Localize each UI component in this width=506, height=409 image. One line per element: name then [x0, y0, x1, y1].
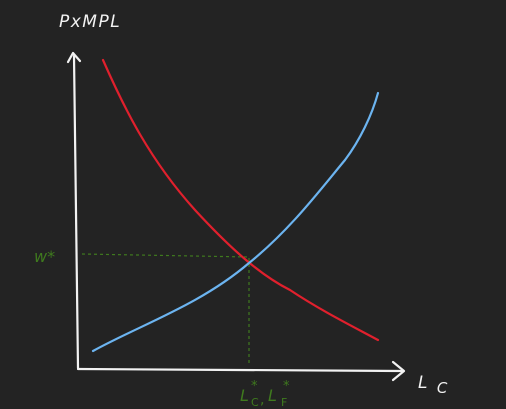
x-axis-line — [76, 367, 405, 373]
equilibrium-guides — [81, 253, 250, 363]
svg-text:L: L — [268, 386, 277, 405]
demand-curve — [101, 58, 380, 342]
x-axis-arrowhead — [391, 360, 406, 382]
y-axis-line — [72, 54, 80, 370]
equilibrium-quantity-2-subscript: F — [281, 396, 287, 409]
equilibrium-quantity-1: L — [240, 386, 249, 405]
svg-text:L: L — [240, 386, 249, 405]
wage-guide-line — [81, 253, 250, 258]
x-axis-label: L C — [418, 373, 448, 397]
svg-text:F: F — [281, 396, 287, 409]
svg-text:C: C — [251, 396, 259, 409]
y-axis-arrowhead — [66, 51, 82, 64]
equilibrium-quantity-2: L — [268, 386, 277, 405]
svg-text:*: * — [251, 379, 258, 394]
equilibrium-quantity-2-superscript: * — [283, 379, 290, 394]
svg-text:,: , — [260, 392, 264, 408]
equilibrium-quantity-1-superscript: * — [251, 379, 258, 394]
x-axis-label-main: L — [418, 373, 427, 393]
svg-text:*: * — [283, 379, 290, 394]
equilibrium-quantity-label: L * C , L * F — [240, 379, 290, 409]
supply-curve — [91, 91, 380, 353]
equilibrium-wage-label: w* — [34, 247, 55, 266]
equilibrium-separator: , — [260, 392, 264, 408]
x-axis-label-subscript: C — [437, 379, 448, 397]
axes — [66, 51, 406, 382]
equilibrium-quantity-1-subscript: C — [251, 396, 259, 409]
y-axis-label: PxMPL — [59, 12, 121, 32]
